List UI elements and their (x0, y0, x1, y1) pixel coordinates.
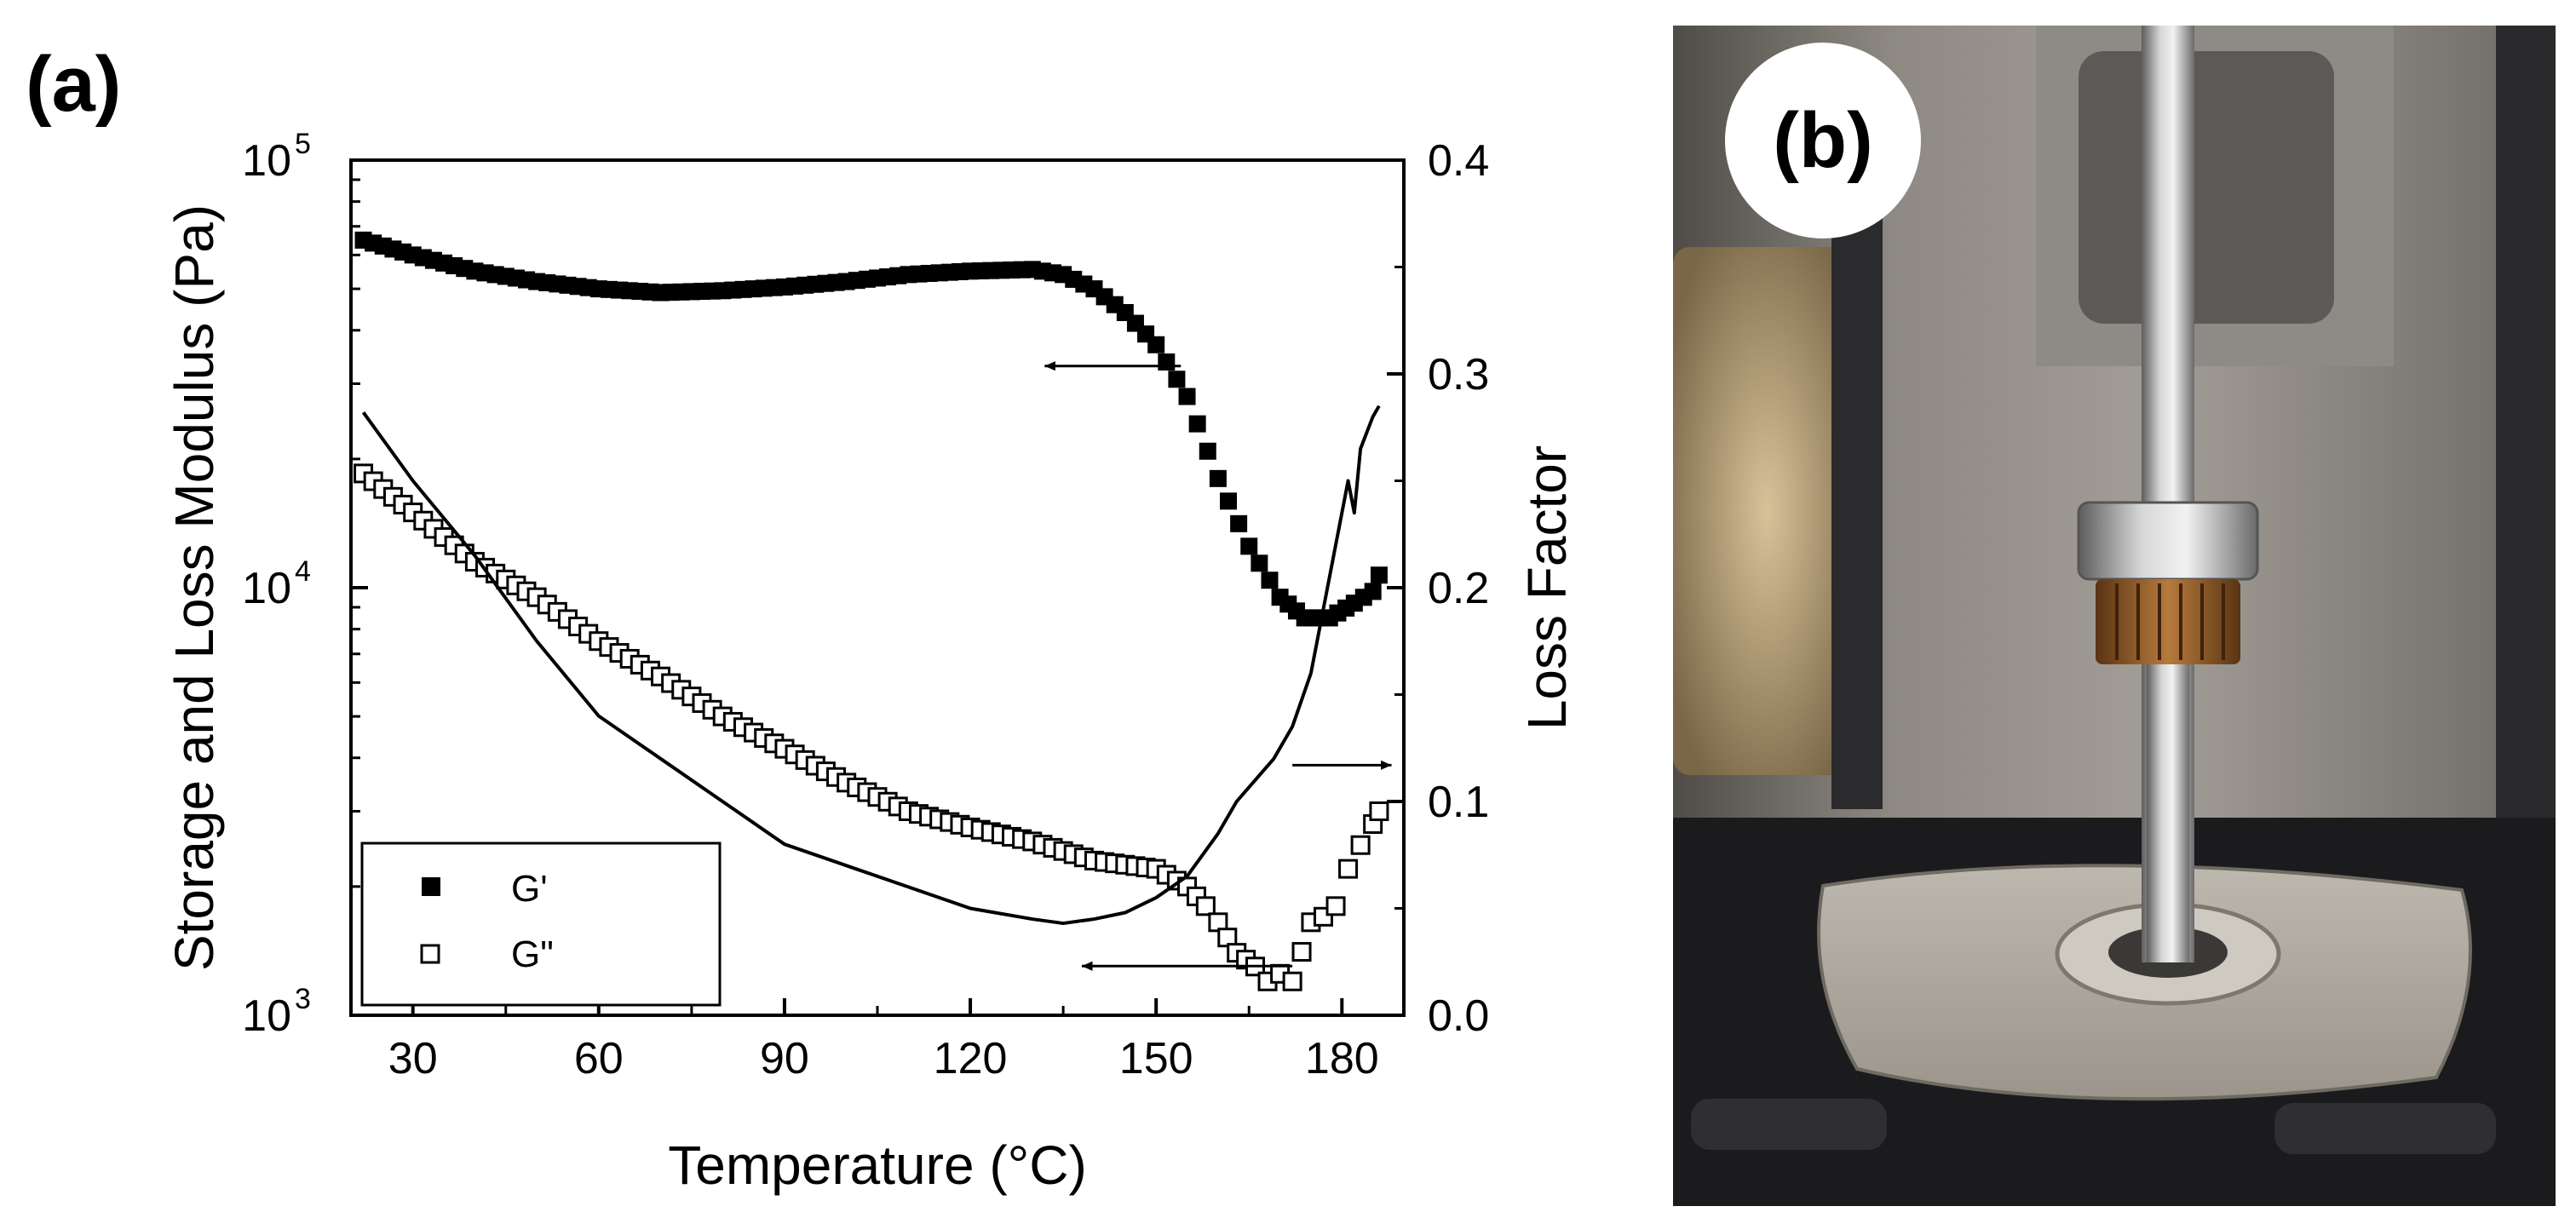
copper-gear (2096, 579, 2240, 664)
upper-slot (2079, 51, 2334, 324)
x-tick-label: 30 (388, 1034, 438, 1083)
x-tick-label: 120 (934, 1034, 1008, 1083)
loss-factor-line (361, 405, 1381, 926)
series-0 (354, 231, 1388, 627)
annotation-layer (1044, 361, 1392, 971)
right-frame (2496, 26, 2556, 877)
x-tick-label: 60 (574, 1034, 624, 1083)
g-prime-point (1261, 572, 1279, 589)
legend-marker-g-double-prime (420, 944, 440, 964)
y-left-tick-exponent: 3 (295, 983, 311, 1015)
legend-label-g-prime: G' (511, 868, 548, 910)
left-oven-window (1673, 247, 1860, 775)
g-double-prime-point (1369, 801, 1389, 821)
g-prime-point (1158, 353, 1176, 371)
g-prime-point (1199, 442, 1216, 460)
panel-label-b: (b) (1773, 97, 1872, 184)
g-prime-point (1178, 388, 1196, 405)
legend-box (360, 842, 722, 1007)
gear-teeth (2115, 583, 2225, 660)
g-prime-point (1220, 492, 1237, 510)
y-right-tick-label: 0.2 (1428, 564, 1489, 613)
g-double-prime-point (1282, 971, 1302, 991)
legend-label-g-double-prime: G" (511, 933, 554, 975)
right-slot-bottom (2274, 1103, 2496, 1154)
photo-panel-b: (b) (1673, 26, 2556, 1206)
g-prime-point (1147, 336, 1165, 353)
series-layer (354, 231, 1389, 991)
g-double-prime-point (1325, 896, 1346, 916)
g-prime-point (1251, 554, 1268, 572)
g-prime-point (1370, 566, 1388, 584)
series-1 (354, 463, 1389, 991)
y-left-tick-label: 10 (242, 564, 291, 613)
legend: G' G" (360, 842, 722, 1007)
g-double-prime-point (1338, 859, 1359, 879)
x-tick-label: 90 (760, 1034, 809, 1083)
y-right-tick-label: 0.0 (1428, 991, 1489, 1041)
g-prime-point (1230, 514, 1248, 532)
axis-ticks (351, 158, 1404, 1017)
left-frame (1831, 196, 1883, 809)
y-left-tick-label: 10 (242, 991, 291, 1041)
x-tick-label: 150 (1119, 1034, 1193, 1083)
x-axis-title: Temperature (°C) (668, 1134, 1087, 1196)
x-tick-label: 180 (1305, 1034, 1379, 1083)
g-prime-point (1188, 415, 1206, 433)
g-prime-point (1209, 469, 1227, 487)
y-right-tick-label: 0.4 (1428, 136, 1489, 186)
panel-label-a: (a) (26, 41, 121, 128)
panel-label-b-badge (1725, 43, 1921, 238)
lower-probe (2147, 664, 2189, 962)
y-right-tick-label: 0.1 (1428, 778, 1489, 827)
series-2 (361, 405, 1381, 926)
g-prime-point (1168, 370, 1186, 388)
legend-marker-g-prime (422, 877, 440, 896)
g-prime-point (1240, 537, 1258, 555)
left-slot-bottom (1691, 1099, 1887, 1150)
g-double-prime-point (1195, 896, 1216, 916)
y-left-tick-exponent: 4 (295, 555, 311, 588)
y-left-tick-exponent: 5 (295, 128, 311, 160)
g-double-prime-point (1291, 942, 1312, 962)
g-double-prime-point (1350, 835, 1371, 855)
g-prime-point (1364, 583, 1382, 600)
y-right-tick-label: 0.3 (1428, 350, 1489, 399)
y-axis-title-left: Storage and Loss Modulus (Pa) (164, 204, 225, 971)
y-axis-title-right: Loss Factor (1516, 445, 1578, 730)
shaft-collar (2077, 501, 2259, 581)
y-left-tick-label: 10 (242, 136, 291, 186)
